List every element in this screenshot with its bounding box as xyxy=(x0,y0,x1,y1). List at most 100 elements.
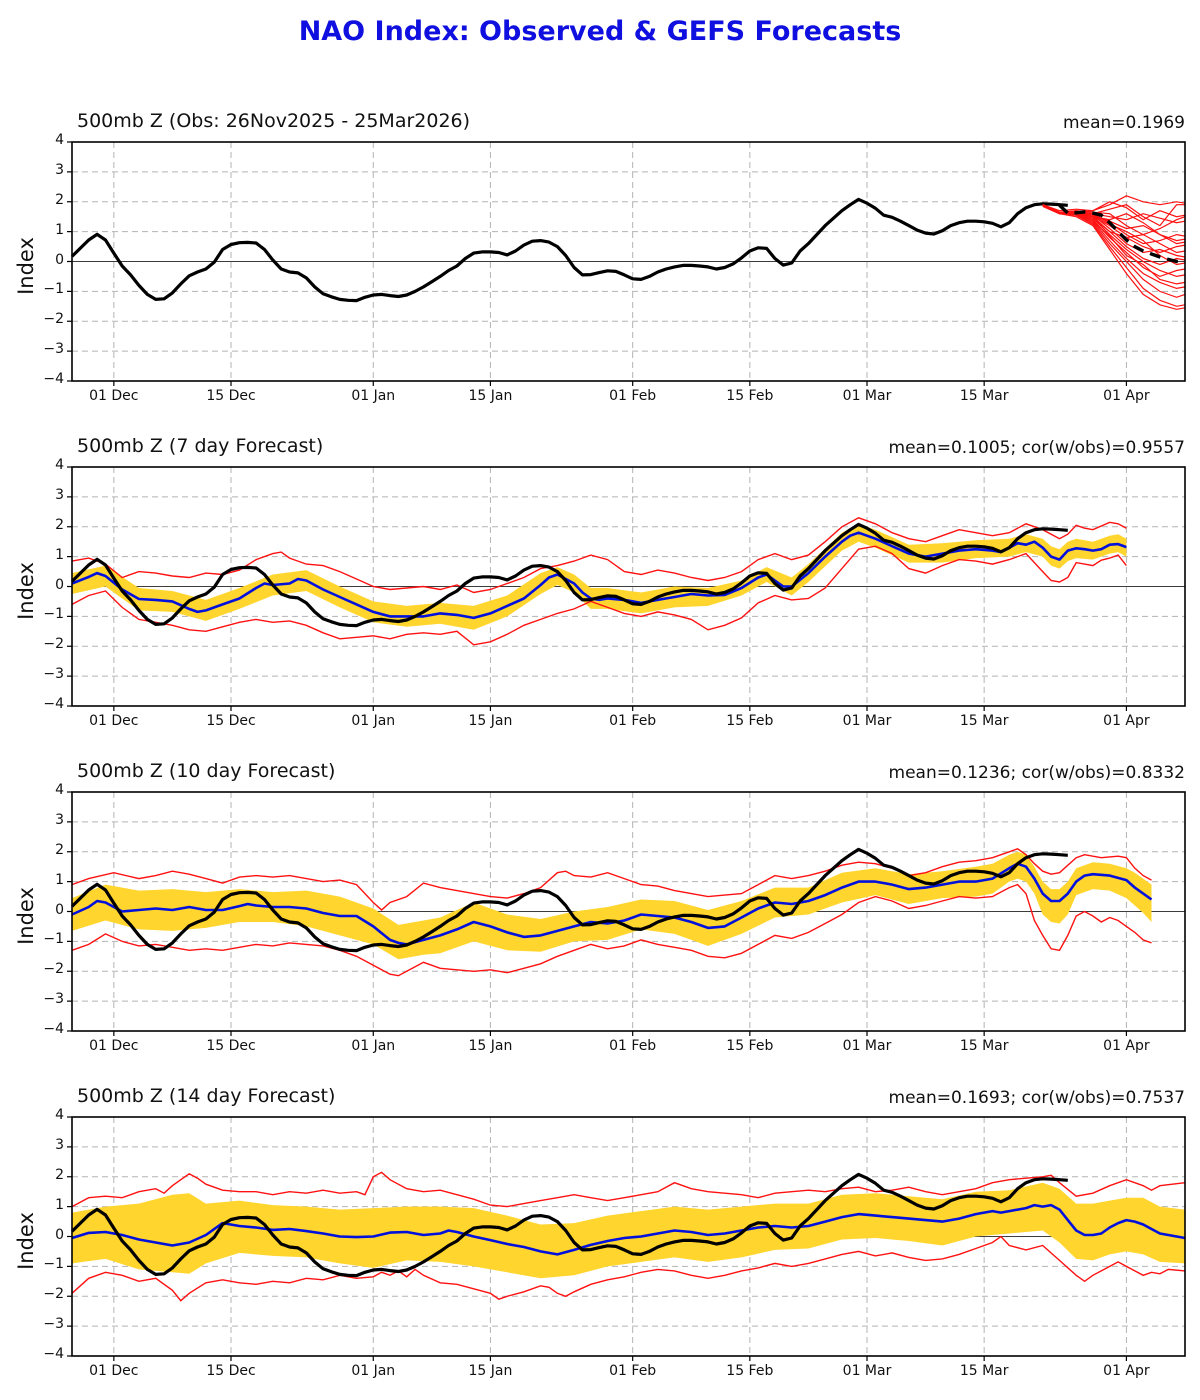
x-tick-label: 15 Feb xyxy=(726,388,774,404)
panel-title: 500mb Z (Obs: 26Nov2025 - 25Mar2026) xyxy=(77,110,471,132)
y-tick-label: 4 xyxy=(55,1107,64,1123)
y-tick-label: 2 xyxy=(55,191,64,208)
plot-frame xyxy=(71,466,1186,707)
x-tick-label: 15 Jan xyxy=(468,713,513,729)
x-tick-label: 15 Jan xyxy=(468,1038,513,1054)
x-tick-label: 15 Dec xyxy=(206,1038,256,1054)
x-tick-label: 15 Feb xyxy=(726,713,774,729)
x-tick-label: 01 Apr xyxy=(1103,1038,1150,1054)
ensemble-spread-band xyxy=(72,1182,1185,1279)
panel-title: 500mb Z (7 day Forecast) xyxy=(77,435,324,457)
panel-observed: 500mb Z (Obs: 26Nov2025 - 25Mar2026) mea… xyxy=(0,106,1200,431)
y-tick-label: −3 xyxy=(43,341,64,358)
y-tick-label: −4 xyxy=(43,1021,64,1037)
y-tick-label: 0 xyxy=(55,1226,64,1243)
x-tick-label: 01 Feb xyxy=(609,1038,657,1054)
x-tick-label: 01 Mar xyxy=(842,713,892,729)
envelope-min-line xyxy=(71,1235,1186,1302)
x-tick-label: 01 Apr xyxy=(1103,388,1150,404)
panel-stats: mean=0.1236; cor(w/obs)=0.8332 xyxy=(888,763,1185,783)
y-tick-label: −4 xyxy=(43,371,64,387)
ensemble-member-line xyxy=(1042,204,1186,285)
panel-7day-forecast: 500mb Z (7 day Forecast) mean=0.1005; co… xyxy=(0,431,1200,756)
y-tick-label: −3 xyxy=(43,1316,64,1333)
forecast-mean-line xyxy=(71,862,1153,946)
x-tick-label: 01 Dec xyxy=(89,713,139,729)
y-tick-label: −2 xyxy=(43,961,64,978)
envelope-min-line xyxy=(71,883,1152,977)
panel-stats: mean=0.1005; cor(w/obs)=0.9557 xyxy=(888,438,1185,458)
x-tick-label: 01 Jan xyxy=(351,388,396,404)
panel-10day-forecast: 500mb Z (10 day Forecast) mean=0.1236; c… xyxy=(0,756,1200,1081)
y-tick-label: −3 xyxy=(43,991,64,1008)
y-tick-label: −1 xyxy=(43,606,64,623)
plot-area-14day xyxy=(67,1116,1186,1361)
x-tick-label: 15 Dec xyxy=(206,713,256,729)
x-tick-label: 01 Feb xyxy=(609,1363,657,1379)
x-tick-label: 15 Feb xyxy=(726,1363,774,1379)
observed-line xyxy=(70,847,1068,953)
x-tick-label: 15 Jan xyxy=(468,1363,513,1379)
y-tick-label: 1 xyxy=(55,871,64,888)
plot-area-7day xyxy=(67,466,1186,711)
x-tick-label: 01 Mar xyxy=(842,388,892,404)
y-tick-label: 3 xyxy=(55,811,64,828)
panel-title: 500mb Z (14 day Forecast) xyxy=(77,1085,336,1107)
y-tick-label: 1 xyxy=(55,546,64,563)
x-tick-label: 01 Feb xyxy=(609,713,657,729)
ensemble-mean-dashed-line xyxy=(1058,204,1186,264)
ensemble-spread-band xyxy=(72,523,1127,630)
x-tick-label: 15 Mar xyxy=(959,388,1009,404)
y-tick-label: 0 xyxy=(55,576,64,593)
x-tick-label: 01 Jan xyxy=(351,713,396,729)
envelope-max-line xyxy=(71,1171,1186,1208)
x-tick-label: 01 Dec xyxy=(89,388,139,404)
envelope-max-line xyxy=(71,517,1127,594)
panel-14day-forecast: 500mb Z (14 day Forecast) mean=0.1693; c… xyxy=(0,1081,1200,1400)
y-tick-label: −2 xyxy=(43,311,64,328)
y-tick-label: 2 xyxy=(55,841,64,858)
ensemble-member-line xyxy=(1042,205,1186,310)
y-tick-label: 1 xyxy=(55,221,64,238)
y-tick-label: −3 xyxy=(43,666,64,683)
forecast-mean-line xyxy=(71,1203,1186,1256)
observed-line xyxy=(70,197,1068,303)
x-tick-label: 01 Mar xyxy=(842,1363,892,1379)
y-tick-label: 4 xyxy=(55,132,64,148)
x-tick-label: 15 Jan xyxy=(468,388,513,404)
plot-frame xyxy=(71,141,1186,382)
x-tick-label: 15 Dec xyxy=(206,388,256,404)
observed-line xyxy=(70,1172,1068,1278)
y-tick-label: 4 xyxy=(55,782,64,798)
y-tick-label: −1 xyxy=(43,281,64,298)
x-tick-label: 15 Mar xyxy=(959,713,1009,729)
x-tick-label: 01 Dec xyxy=(89,1038,139,1054)
plot-area-observed xyxy=(67,141,1186,386)
panel-stats: mean=0.1693; cor(w/obs)=0.7537 xyxy=(888,1088,1185,1108)
y-tick-label: −1 xyxy=(43,1256,64,1273)
x-tick-label: 15 Dec xyxy=(206,1363,256,1379)
y-tick-label: −4 xyxy=(43,1346,64,1362)
y-tick-label: −4 xyxy=(43,696,64,712)
observed-line xyxy=(70,522,1068,628)
y-tick-label: −2 xyxy=(43,636,64,653)
ensemble-spread-band xyxy=(72,851,1152,960)
x-tick-label: 01 Apr xyxy=(1103,1363,1150,1379)
x-tick-label: 01 Mar xyxy=(842,1038,892,1054)
y-tick-label: 4 xyxy=(55,457,64,473)
y-tick-label: −1 xyxy=(43,931,64,948)
panel-title: 500mb Z (10 day Forecast) xyxy=(77,760,336,782)
y-tick-label: 1 xyxy=(55,1196,64,1213)
envelope-min-line xyxy=(71,545,1127,646)
y-tick-label: 2 xyxy=(55,516,64,533)
x-tick-label: 01 Jan xyxy=(351,1038,396,1054)
y-tick-label: 2 xyxy=(55,1166,64,1183)
x-tick-label: 01 Feb xyxy=(609,388,657,404)
x-tick-label: 15 Mar xyxy=(959,1038,1009,1054)
plot-frame xyxy=(71,791,1186,1032)
x-tick-label: 01 Jan xyxy=(351,1363,396,1379)
y-tick-label: 0 xyxy=(55,901,64,918)
plot-frame xyxy=(71,1116,1186,1357)
ensemble-member-line xyxy=(1042,195,1186,212)
